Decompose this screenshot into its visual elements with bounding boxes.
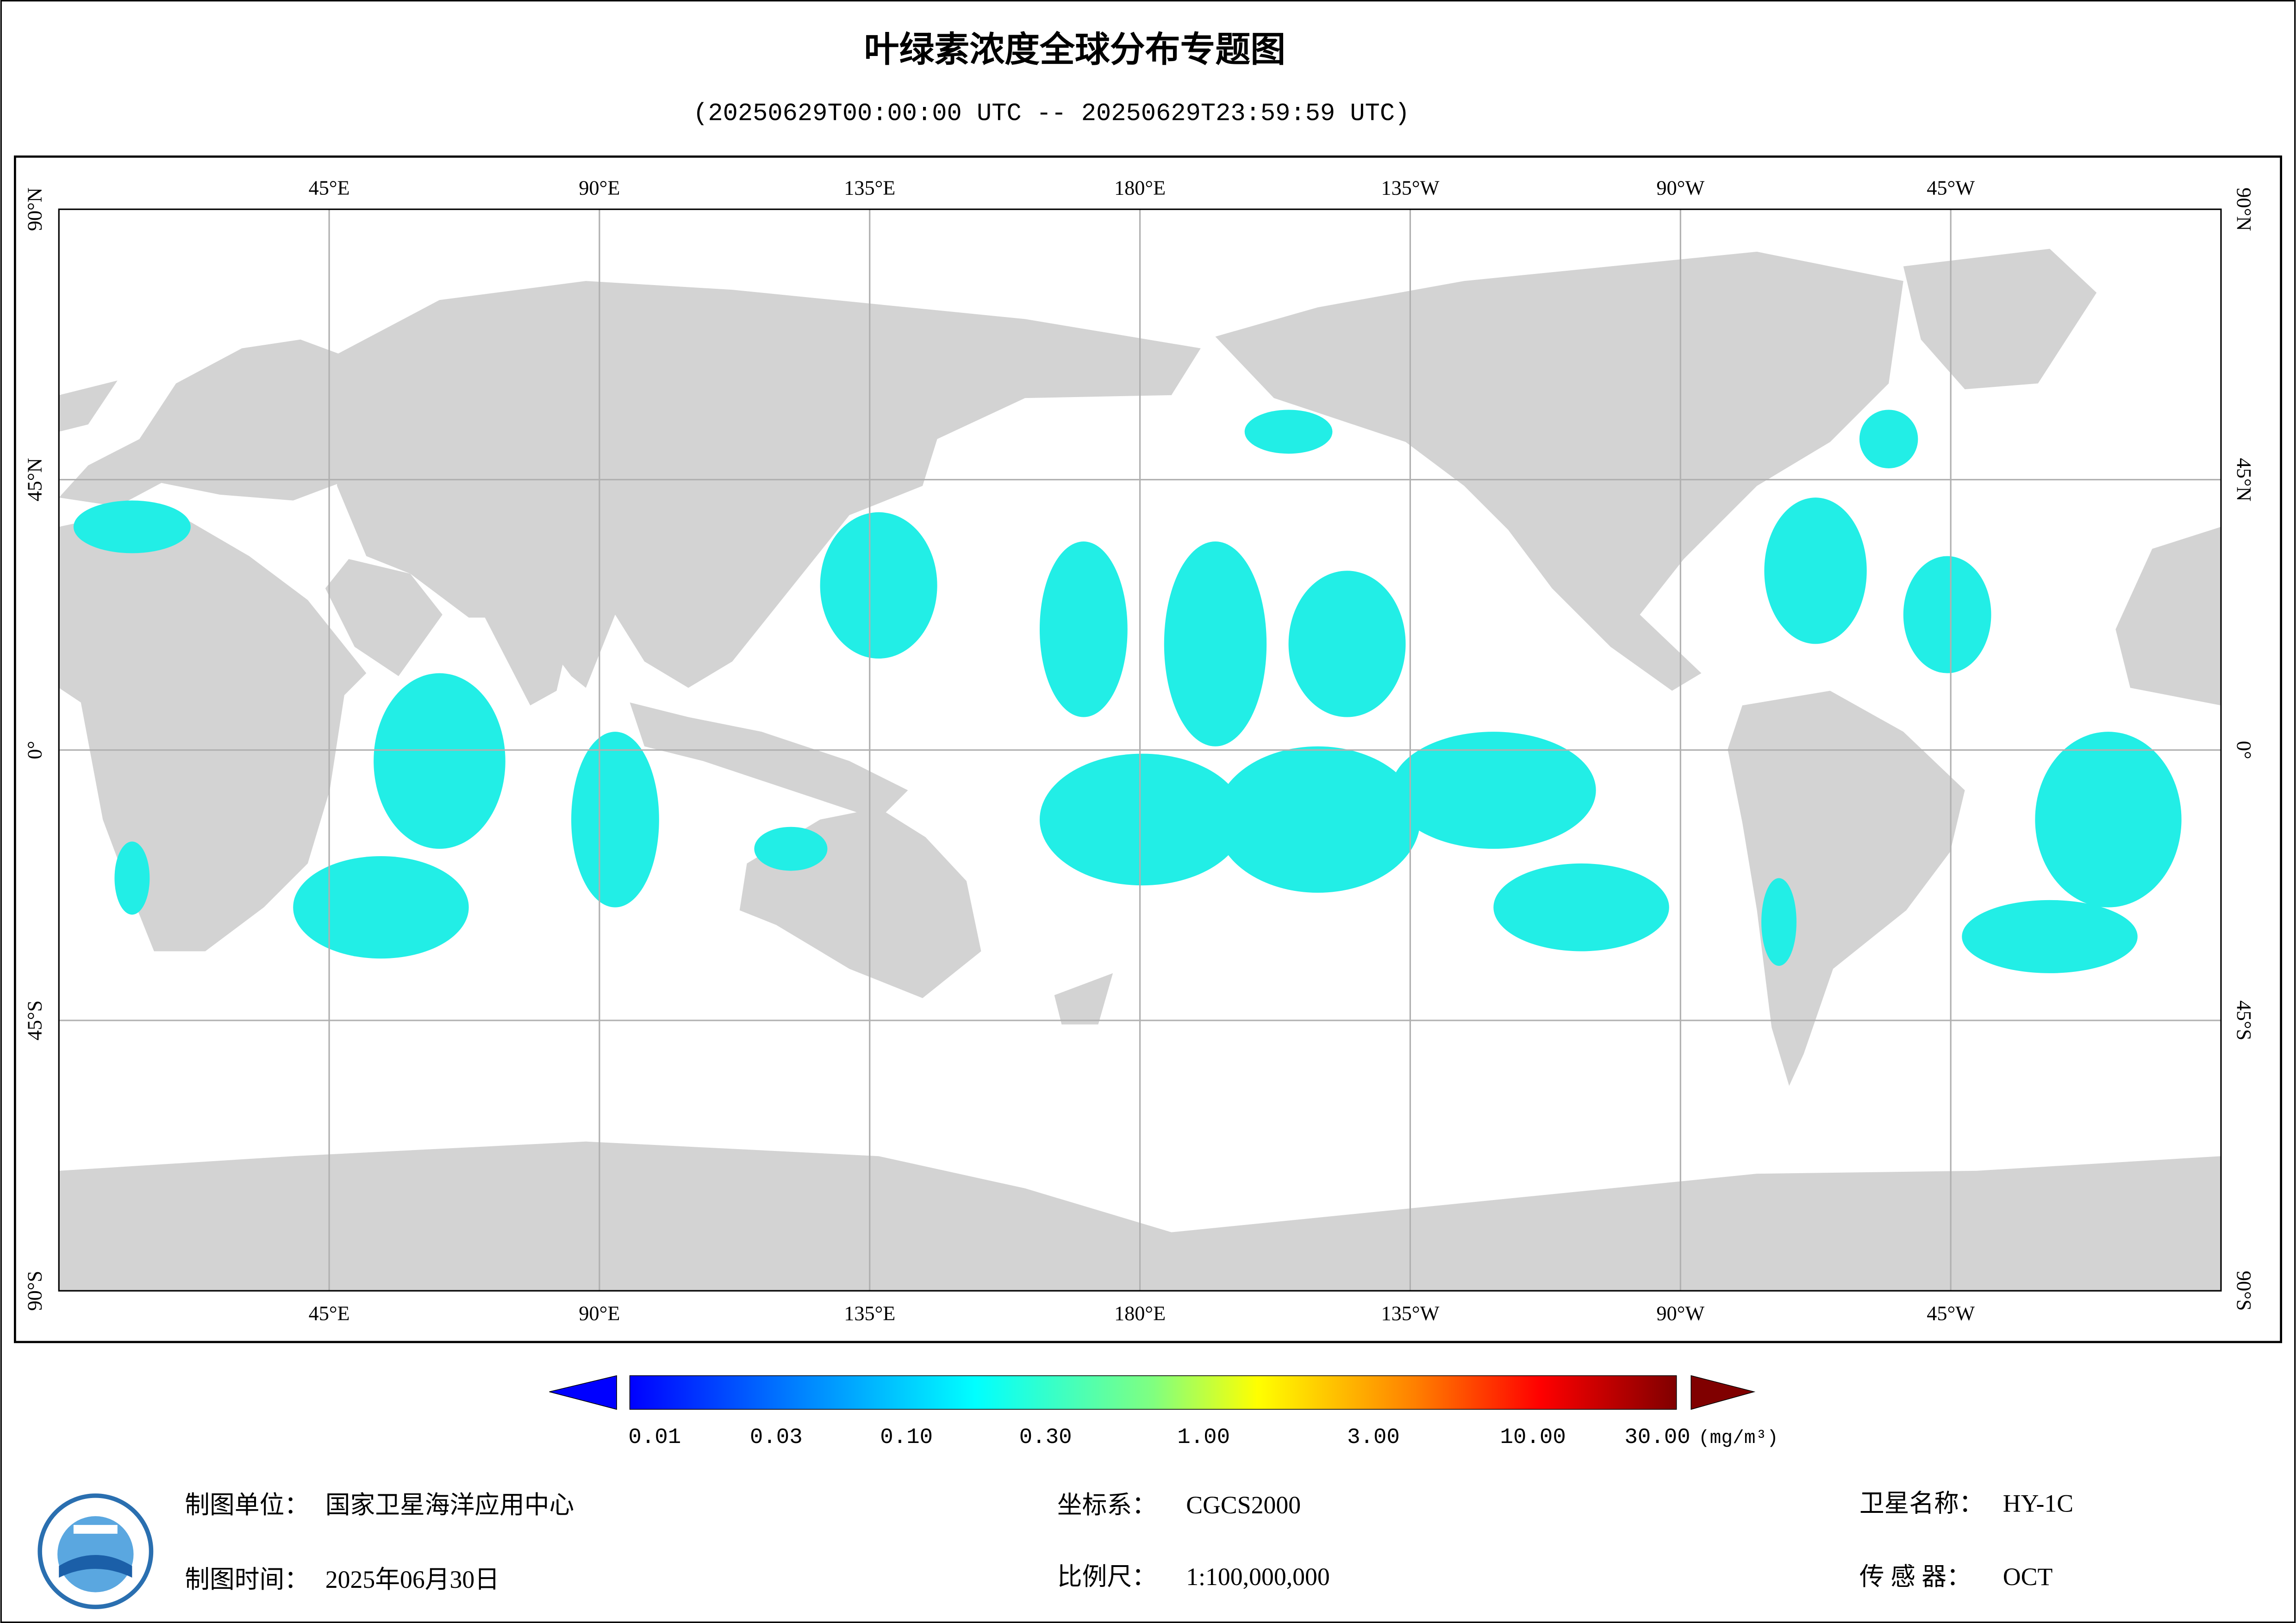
lon-label: 90°E <box>579 1302 620 1325</box>
lon-label: 135°W <box>1381 177 1440 199</box>
lon-label: 45°E <box>309 177 350 199</box>
lon-label: 45°W <box>1927 1302 1975 1325</box>
lon-label: 90°W <box>1656 177 1704 199</box>
lat-label: 45°N <box>23 458 46 501</box>
lat-label: 45°S <box>23 1001 46 1041</box>
map <box>59 209 2221 1291</box>
colorbar-label: 10.00 <box>1500 1425 1566 1450</box>
colorbar-high-arrow <box>1691 1375 1756 1410</box>
lon-label: 45°W <box>1927 177 1975 199</box>
lon-label: 135°W <box>1381 1302 1440 1325</box>
colorbar-label: 0.03 <box>750 1425 803 1450</box>
lat-label: 0° <box>2233 741 2255 759</box>
colorbar-label: 1.00 <box>1177 1425 1230 1450</box>
colorbar-unit: (mg/m³) <box>1698 1428 1778 1449</box>
colorbar <box>549 1375 1756 1410</box>
map-labels: 45°E 45°E 90°E 90°E 135°E 135°E 180°E 180°E 135°… <box>23 177 2255 1325</box>
footer-value: CGCS2000 <box>1186 1491 1301 1519</box>
footer-value: 2025年06月30日 <box>325 1566 499 1593</box>
colorbar-label: 0.10 <box>880 1425 933 1450</box>
footer-value: 国家卫星海洋应用中心 <box>325 1491 574 1519</box>
colorbar-low-arrow <box>549 1375 617 1410</box>
title: 叶绿素浓度全球分布专题图 <box>864 29 1286 70</box>
subtitle: (20250629T00:00:00 UTC -- 20250629T23:59… <box>693 99 1410 128</box>
chlorophyll-patches <box>73 410 2182 973</box>
colorbar-label: 3.00 <box>1347 1425 1400 1450</box>
lat-label: 90°S <box>2233 1271 2255 1311</box>
footer-label: 制图时间： <box>185 1566 309 1593</box>
footer-value: 1:100,000,000 <box>1186 1563 1330 1591</box>
graticule <box>59 209 2221 1291</box>
map-border <box>58 208 2222 1292</box>
lat-label: 90°N <box>23 187 46 231</box>
colorbar-labels: 0.01 0.03 0.10 0.30 1.00 3.00 10.00 30.00 <box>628 1425 1690 1450</box>
footer-label: 制图单位： <box>185 1491 309 1519</box>
colorbar-gradient <box>629 1375 1677 1410</box>
lon-label: 135°E <box>844 1302 895 1325</box>
lon-label: 90°W <box>1656 1302 1704 1325</box>
lon-label: 180°E <box>1114 177 1166 199</box>
lon-label: 135°E <box>844 177 895 199</box>
colorbar-label: 0.30 <box>1019 1425 1072 1450</box>
colorbar-label: 30.00 <box>1624 1425 1690 1450</box>
lon-label: 45°E <box>309 1302 350 1325</box>
footer-value: HY-1C <box>2003 1490 2073 1517</box>
colorbar-label: 0.01 <box>628 1425 681 1450</box>
lat-label: 90°S <box>23 1271 46 1311</box>
lat-label: 45°N <box>2233 458 2255 501</box>
lat-label: 0° <box>23 741 46 759</box>
logo <box>37 1493 154 1609</box>
lat-label: 90°N <box>2233 187 2255 231</box>
lon-label: 180°E <box>1114 1302 1166 1325</box>
footer-value: OCT <box>2003 1563 2053 1591</box>
footer-label: 比例尺： <box>1057 1563 1157 1591</box>
footer-label: 坐标系： <box>1057 1491 1157 1519</box>
map-frame <box>14 155 2282 1343</box>
footer-label: 卫星名称： <box>1859 1490 1984 1517</box>
lon-label: 90°E <box>579 177 620 199</box>
footer-label: 传 感 器： <box>1859 1563 1972 1591</box>
lat-label: 45°S <box>2233 1001 2255 1041</box>
